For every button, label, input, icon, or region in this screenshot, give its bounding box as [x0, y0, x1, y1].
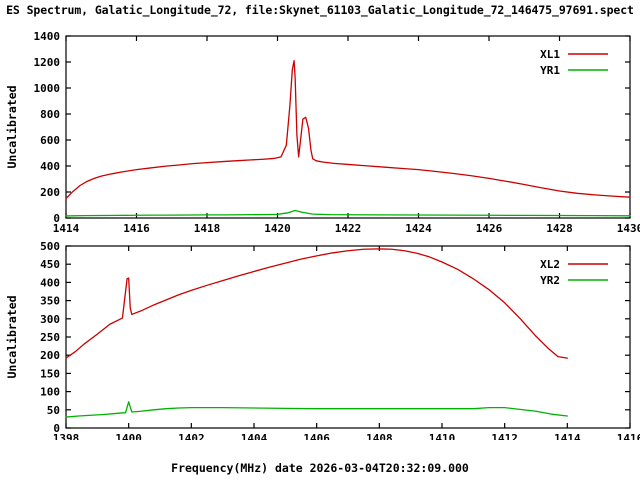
x-tick-label: 1410 [429, 432, 456, 440]
y-tick-label: 0 [53, 212, 60, 225]
legend-label-yr2: YR2 [540, 274, 560, 287]
x-tick-label: 1418 [194, 222, 221, 233]
page-title: ES Spectrum, Galatic_Longitude_72, file:… [6, 3, 634, 17]
y-tick-label: 300 [40, 313, 60, 326]
y-tick-label: 1000 [34, 82, 61, 95]
y-tick-label: 1400 [34, 30, 61, 43]
legend-label-xl2: XL2 [540, 258, 560, 271]
x-tick-label: 1402 [178, 432, 205, 440]
x-tick-label: 1424 [405, 222, 432, 233]
x-tick-label: 1408 [366, 432, 393, 440]
y-axis-label: Uncalibrated [5, 295, 19, 378]
series-line-yr1 [65, 209, 631, 217]
x-tick-label: 1400 [115, 432, 142, 440]
x-tick-label: 1422 [335, 222, 362, 233]
y-tick-label: 500 [40, 240, 60, 253]
y-tick-label: 400 [40, 276, 60, 289]
y-tick-label: 50 [47, 404, 60, 417]
y-tick-label: 450 [40, 258, 60, 271]
x-tick-label: 1416 [617, 432, 640, 440]
x-tick-label: 1398 [53, 432, 80, 440]
y-tick-label: 1200 [34, 56, 61, 69]
x-tick-label: 1416 [123, 222, 150, 233]
x-axis-title: Frequency(MHz) date 2026-03-04T20:32:09.… [171, 461, 469, 475]
series-line-xl1 [65, 60, 631, 200]
y-tick-label: 200 [40, 349, 60, 362]
x-tick-label: 1414 [53, 222, 80, 233]
y-tick-label: 100 [40, 386, 60, 399]
y-tick-label: 150 [40, 367, 60, 380]
y-tick-label: 250 [40, 331, 60, 344]
spectrum-chart-top: 1414 1416 1418 1420 1422 1424 1426 1428 1430 0 200… [0, 28, 640, 233]
y-tick-label: 200 [40, 186, 60, 199]
y-tick-label: 0 [53, 422, 60, 435]
y-tick-label: 400 [40, 160, 60, 173]
legend-label-xl1: XL1 [540, 48, 560, 61]
x-tick-label: 1412 [491, 432, 518, 440]
y-axis-label: Uncalibrated [5, 85, 19, 168]
legend-label-yr1: YR1 [540, 64, 560, 77]
y-tick-label: 800 [40, 108, 60, 121]
series-line-yr2 [65, 401, 568, 418]
x-tick-label: 1420 [264, 222, 291, 233]
y-tick-label: 350 [40, 295, 60, 308]
spectrum-chart-bottom: 1398 1400 1402 1404 1406 1408 1410 1412 1414 1416… [0, 240, 640, 440]
series-line-xl2 [65, 248, 568, 359]
x-tick-label: 1430 [617, 222, 640, 233]
x-tick-label: 1428 [546, 222, 573, 233]
y-tick-label: 600 [40, 134, 60, 147]
chart-canvas-top: 1414 1416 1418 1420 1422 1424 1426 1428 1430 0 200… [5, 30, 640, 233]
x-tick-label: 1414 [554, 432, 581, 440]
x-tick-label: 1404 [241, 432, 268, 440]
chart-canvas-bottom: 1398 1400 1402 1404 1406 1408 1410 1412 1414 1416… [5, 240, 640, 440]
x-tick-label: 1406 [303, 432, 330, 440]
x-tick-label: 1426 [476, 222, 503, 233]
